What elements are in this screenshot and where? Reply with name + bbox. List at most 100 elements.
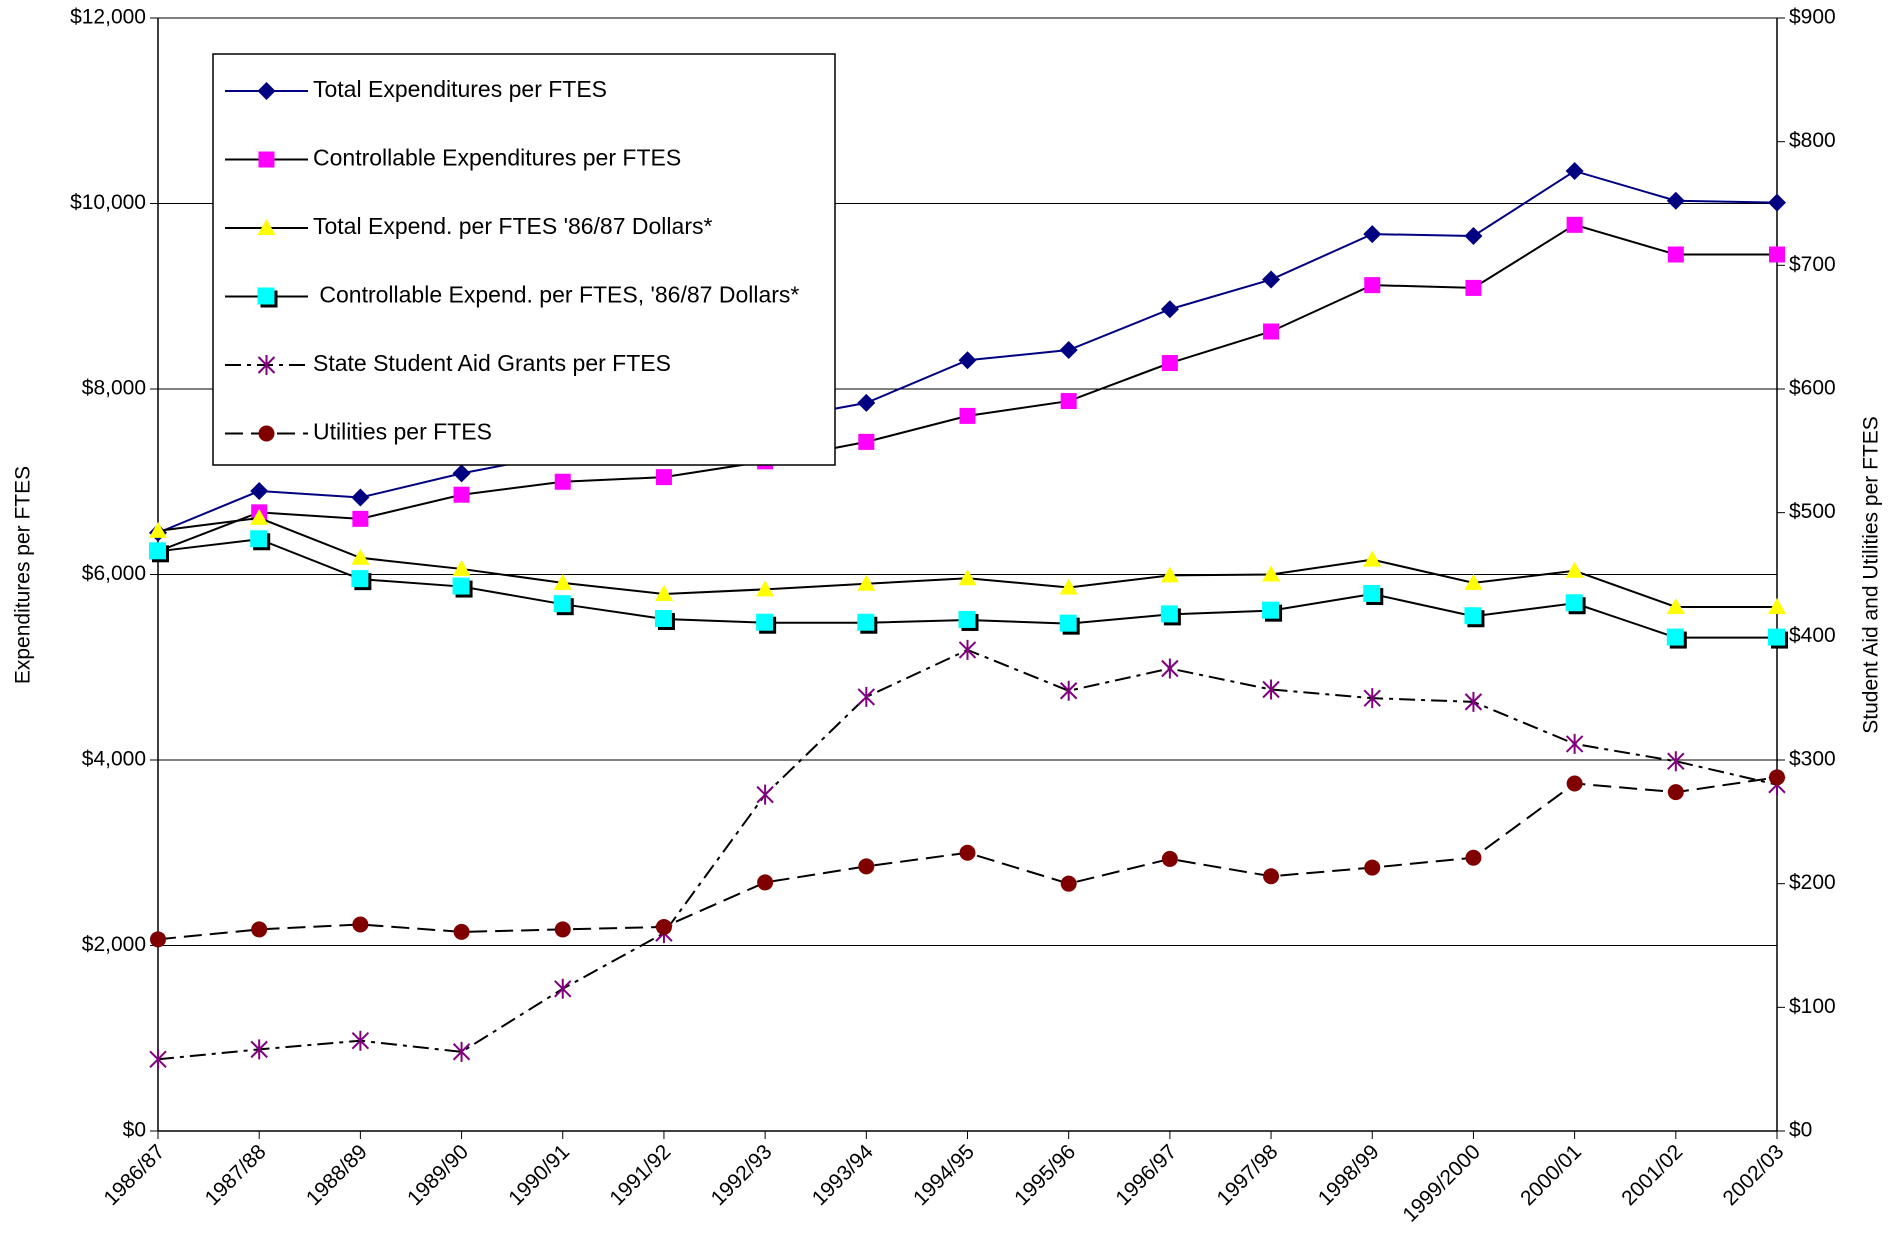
marker: [149, 542, 166, 560]
x-tick-label: 1997/98: [1213, 1140, 1283, 1210]
marker: [257, 219, 276, 235]
marker: [1363, 225, 1382, 244]
marker: [1768, 628, 1785, 646]
y2-tick-label: $900: [1789, 6, 1836, 29]
marker: [150, 931, 166, 948]
marker: [1161, 658, 1179, 679]
marker: [258, 151, 275, 168]
marker: [1364, 859, 1381, 876]
marker: [1060, 393, 1077, 410]
marker: [1667, 751, 1685, 772]
marker: [554, 978, 572, 999]
y2-tick-label: $800: [1789, 129, 1836, 152]
marker: [452, 1041, 471, 1062]
marker: [351, 570, 369, 588]
marker: [958, 639, 977, 660]
marker: [351, 1030, 370, 1051]
x-tick-label: 2000/01: [1516, 1140, 1586, 1210]
marker: [453, 923, 470, 940]
marker: [553, 573, 572, 590]
y2-tick-label: $400: [1789, 624, 1836, 647]
marker: [756, 580, 775, 597]
y-tick-label: $10,000: [70, 191, 146, 214]
x-tick-label: 1995/96: [1010, 1140, 1080, 1210]
y2-tick-label: $600: [1789, 377, 1836, 400]
y2-tick-label: $200: [1789, 871, 1836, 894]
marker: [1263, 868, 1280, 885]
marker: [1464, 691, 1483, 712]
marker: [857, 686, 876, 707]
x-tick-label: 2002/03: [1719, 1140, 1789, 1210]
marker: [1769, 246, 1785, 263]
marker: [1768, 193, 1786, 212]
marker: [149, 1049, 167, 1070]
marker: [351, 488, 370, 507]
marker: [1364, 277, 1381, 294]
series-line: [157, 516, 1777, 608]
x-tick-label: 1991/92: [605, 1140, 675, 1210]
marker: [1667, 784, 1684, 801]
marker: [1464, 226, 1483, 245]
x-tick-label: 1993/94: [808, 1140, 878, 1210]
marker: [1160, 300, 1179, 319]
y-tick-label: $2,000: [82, 933, 146, 956]
marker: [1465, 279, 1482, 296]
marker: [654, 610, 672, 628]
marker: [1363, 584, 1381, 602]
x-tick-label: 1989/90: [403, 1140, 473, 1210]
marker: [1565, 561, 1584, 578]
legend-label: Total Expenditures per FTES: [313, 76, 607, 102]
marker: [351, 548, 370, 565]
marker: [1262, 679, 1280, 700]
marker: [857, 574, 876, 591]
marker: [1566, 775, 1583, 792]
marker: [1666, 597, 1685, 614]
legend-label: Controllable Expend. per FTES, '86/87 Do…: [313, 282, 799, 308]
marker: [1667, 246, 1684, 263]
marker: [1262, 601, 1280, 619]
marker: [1160, 605, 1178, 623]
marker: [1161, 850, 1178, 867]
legend-label: Controllable Expenditures per FTES: [313, 145, 681, 171]
y-axis-label: Expenditures per FTES: [12, 466, 35, 684]
marker: [251, 921, 268, 938]
marker: [1263, 323, 1280, 340]
marker: [655, 469, 672, 486]
marker: [554, 921, 571, 938]
y-tick-label: $12,000: [70, 6, 146, 29]
x-tick-label: 1998/99: [1314, 1140, 1384, 1210]
marker: [1566, 216, 1583, 233]
marker: [959, 407, 976, 424]
marker: [453, 486, 470, 503]
marker: [1464, 607, 1482, 625]
marker: [858, 858, 875, 875]
legend-label: Utilities per FTES: [313, 419, 492, 445]
marker: [857, 613, 875, 631]
y2-tick-label: $700: [1789, 253, 1836, 276]
marker: [1769, 769, 1785, 786]
marker: [959, 844, 976, 861]
marker: [1464, 573, 1483, 590]
marker: [352, 510, 369, 527]
x-tick-label: 1986/87: [100, 1140, 170, 1210]
marker: [1666, 628, 1684, 646]
marker: [1059, 680, 1078, 701]
marker: [250, 1039, 268, 1060]
marker: [1059, 614, 1077, 632]
marker: [1565, 162, 1584, 181]
marker: [1363, 688, 1381, 709]
marker: [149, 521, 167, 538]
y2-tick-label: $0: [1789, 1119, 1812, 1142]
marker: [553, 595, 571, 613]
x-tick-label: 1990/91: [504, 1140, 574, 1210]
legend-label: Total Expend. per FTES '86/87 Dollars*: [313, 213, 712, 239]
marker: [452, 559, 471, 576]
x-tick-label: 1996/97: [1111, 1140, 1181, 1210]
marker: [1465, 849, 1482, 866]
marker: [1768, 597, 1786, 614]
marker: [1565, 594, 1583, 612]
x-tick-label: 1994/95: [909, 1140, 979, 1210]
y2-tick-label: $300: [1789, 748, 1836, 771]
marker: [257, 82, 276, 100]
